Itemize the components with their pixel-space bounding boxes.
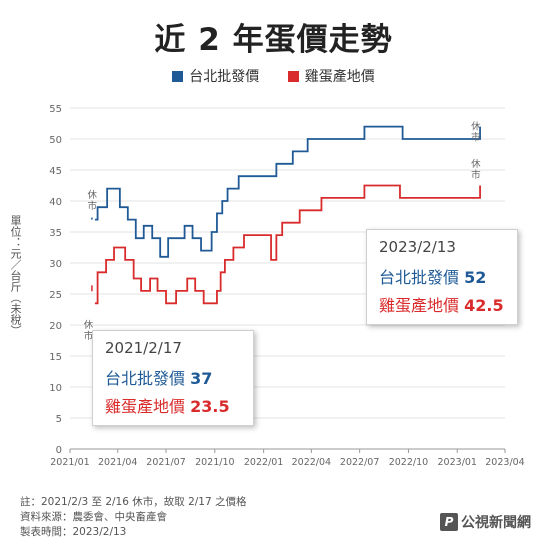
callout-start-wholesale-value: 37 — [190, 369, 213, 388]
legend-swatch-wholesale — [172, 70, 184, 82]
pts-logo-icon: P — [440, 513, 458, 531]
y-tick-label: 55 — [49, 104, 62, 115]
y-tick-label: 0 — [56, 445, 62, 456]
x-tick-label: 2022/01 — [244, 457, 283, 468]
y-tick-label: 10 — [49, 383, 62, 394]
callout-end-farm: 雞蛋產地價 42.5 — [379, 292, 505, 316]
callout-start-farm: 雞蛋產地價 23.5 — [105, 393, 241, 417]
pts-logo: P 公視新聞網 — [440, 512, 531, 532]
callout-start-farm-label: 雞蛋產地價 — [105, 397, 186, 416]
y-tick-label: 15 — [49, 352, 62, 363]
legend-swatch-farm — [287, 70, 299, 82]
x-tick-label: 2021/10 — [195, 457, 234, 468]
y-tick-label: 35 — [49, 228, 62, 239]
x-tick-label: 2023/01 — [438, 457, 477, 468]
x-tick-label: 2021/01 — [50, 457, 89, 468]
x-tick-label: 2021/04 — [98, 457, 137, 468]
callout-start: 2021/2/17 台北批發價 37 雞蛋產地價 23.5 — [92, 330, 254, 426]
annotation-text: 休 — [471, 158, 481, 170]
y-tick-label: 40 — [49, 197, 62, 208]
pts-logo-text: 公視新聞網 — [461, 515, 531, 531]
y-tick-label: 30 — [49, 259, 62, 270]
callout-start-wholesale: 台北批發價 37 — [105, 365, 241, 389]
y-tick-label: 50 — [49, 135, 62, 146]
callout-end-farm-label: 雞蛋產地價 — [379, 296, 460, 315]
footer-source: 資料來源：農委會、中央畜產會 — [20, 511, 167, 523]
callout-start-date: 2021/2/17 — [105, 339, 182, 357]
x-tick-label: 2023/04 — [485, 457, 524, 468]
x-tick-label: 2022/10 — [389, 457, 428, 468]
annotation-text: 市 — [88, 200, 98, 212]
annotation-text: 市 — [84, 330, 94, 342]
annotation-text: 休 — [84, 319, 94, 331]
callout-end: 2023/2/13 台北批發價 52 雞蛋產地價 42.5 — [366, 229, 518, 325]
callout-end-wholesale: 台北批發價 52 — [379, 264, 505, 288]
legend-item-wholesale: 台北批發價 — [172, 66, 259, 86]
callout-end-date: 2023/2/13 — [379, 238, 456, 256]
y-tick-label: 5 — [56, 414, 62, 425]
callout-end-wholesale-label: 台北批發價 — [379, 268, 460, 287]
x-tick-label: 2021/07 — [146, 457, 185, 468]
y-tick-label: 25 — [49, 290, 62, 301]
series-line-wholesale — [94, 125, 481, 258]
footer-note: 註：2021/2/3 至 2/16 休市，故取 2/17 之價格 — [20, 496, 247, 508]
footer-made: 製表時間：2023/2/13 — [20, 526, 127, 538]
y-tick-label: 45 — [49, 166, 62, 177]
legend-label-farm: 雞蛋產地價 — [304, 69, 375, 85]
annotation-text: 市 — [471, 169, 481, 181]
legend-label-wholesale: 台北批發價 — [189, 69, 260, 85]
annotation-text: 休 — [471, 121, 481, 133]
legend-item-farm: 雞蛋產地價 — [287, 66, 375, 86]
legend: 台北批發價 雞蛋產地價 — [0, 66, 547, 86]
callout-end-farm-value: 42.5 — [464, 296, 504, 315]
y-axis-label: 單位：元／台斤（未稅） — [9, 215, 22, 336]
y-tick-label: 20 — [49, 321, 62, 332]
footer: 註：2021/2/3 至 2/16 休市，故取 2/17 之價格 資料來源：農委… — [20, 495, 247, 540]
x-tick-label: 2022/07 — [340, 457, 379, 468]
annotation-text: 休 — [88, 189, 98, 201]
chart-title: 近 2 年蛋價走勢 — [154, 22, 393, 58]
callout-start-wholesale-label: 台北批發價 — [105, 369, 186, 388]
callout-start-farm-value: 23.5 — [190, 397, 230, 416]
callout-end-wholesale-value: 52 — [464, 268, 487, 287]
annotation-text: 市 — [471, 132, 481, 144]
x-tick-label: 2022/04 — [292, 457, 331, 468]
